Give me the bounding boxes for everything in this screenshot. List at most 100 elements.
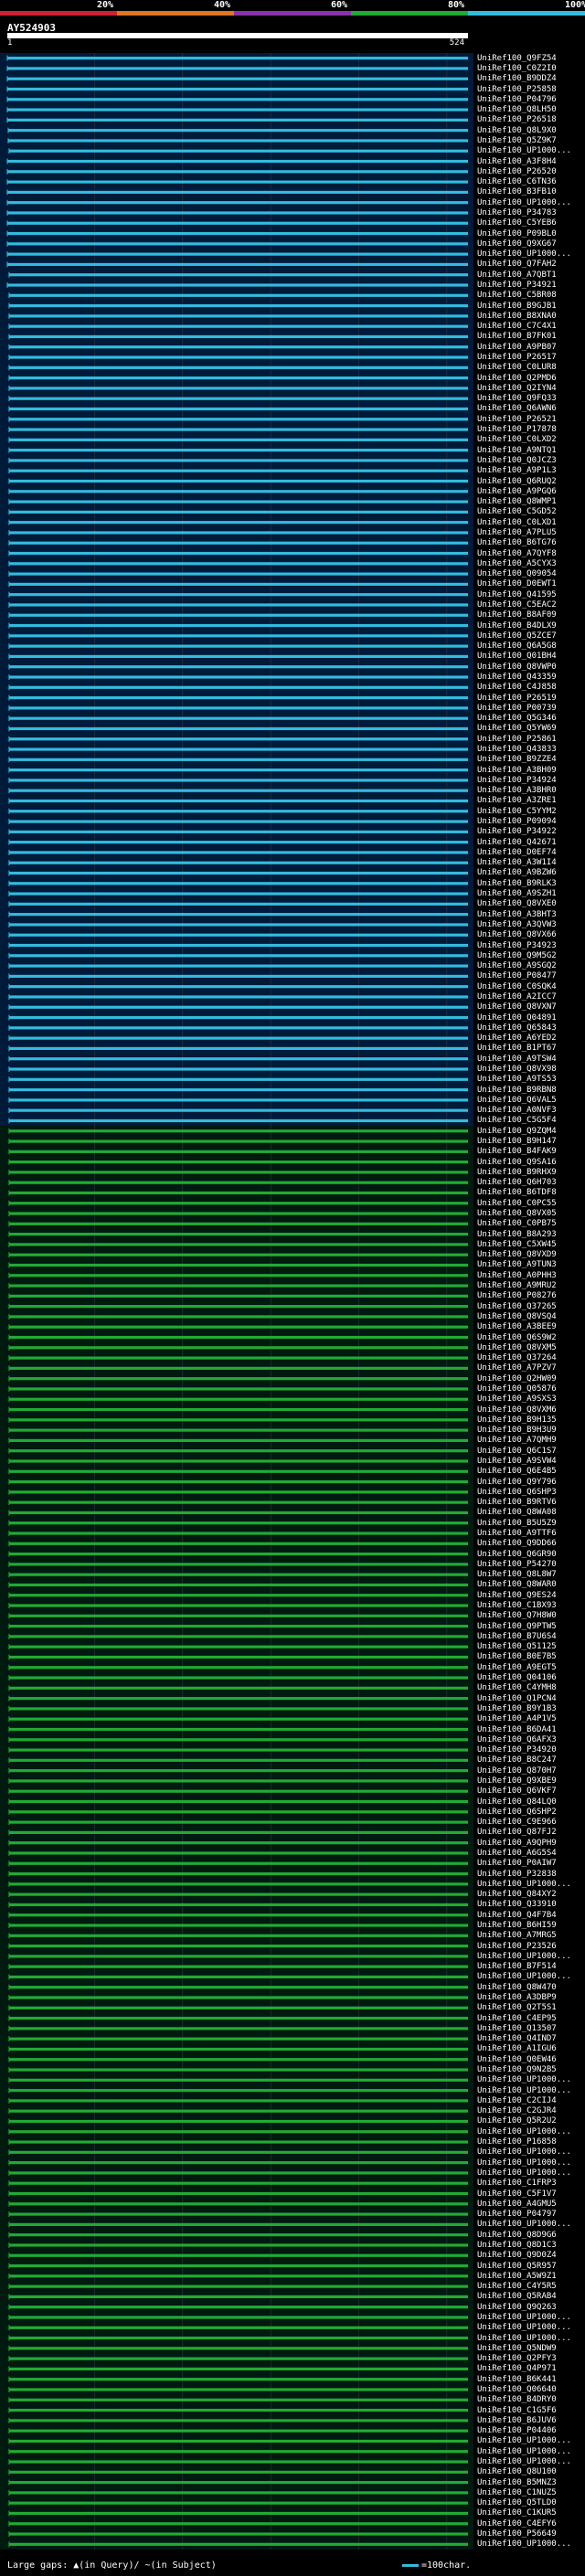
hit-label[interactable]: UniRef100_Q8VX05 — [477, 1209, 557, 1219]
hit-label[interactable]: UniRef100_A9SGQ2 — [477, 961, 557, 971]
hit-label[interactable]: UniRef100_Q6S9W2 — [477, 1332, 557, 1342]
hit-label[interactable]: UniRef100_P34920 — [477, 1745, 557, 1755]
hit-label[interactable]: UniRef100_Q6AFX3 — [477, 1734, 557, 1744]
hit-label[interactable]: UniRef100_C6TN36 — [477, 177, 557, 187]
hit-label[interactable]: UniRef100_Q9Y796 — [477, 1477, 557, 1487]
hit-label[interactable]: UniRef100_A9SVW4 — [477, 1456, 557, 1466]
hit-label[interactable]: UniRef100_Q6SHP2 — [477, 1807, 557, 1817]
hit-label[interactable]: UniRef100_UP1000... — [477, 249, 571, 260]
hit-label[interactable]: UniRef100_Q6GR90 — [477, 1549, 557, 1559]
hit-label[interactable]: UniRef100_B9RTV6 — [477, 1498, 557, 1508]
hit-label[interactable]: UniRef100_Q9ES24 — [477, 1590, 557, 1600]
hit-label[interactable]: UniRef100_Q2PMD6 — [477, 373, 557, 383]
hit-label[interactable]: UniRef100_UP1000... — [477, 2075, 571, 2085]
hit-label[interactable]: UniRef100_Q6VAL5 — [477, 1095, 557, 1105]
hit-label[interactable]: UniRef100_A9PGQ6 — [477, 486, 557, 496]
hit-label[interactable]: UniRef100_A0NVF3 — [477, 1106, 557, 1116]
hit-label[interactable]: UniRef100_B9RBN8 — [477, 1085, 557, 1095]
hit-label[interactable]: UniRef100_UP1000... — [477, 146, 571, 156]
hit-label[interactable]: UniRef100_P17878 — [477, 425, 557, 435]
hit-label[interactable]: UniRef100_B9DDZ4 — [477, 74, 557, 84]
hit-label[interactable]: UniRef100_B6K441 — [477, 2374, 557, 2384]
hit-label[interactable]: UniRef100_A9BZW6 — [477, 868, 557, 878]
hit-label[interactable]: UniRef100_B9H3U9 — [477, 1426, 557, 1436]
hit-label[interactable]: UniRef100_B9H147 — [477, 1137, 557, 1147]
hit-label[interactable]: UniRef100_Q870H7 — [477, 1765, 557, 1776]
hit-label[interactable]: UniRef100_A3DBP9 — [477, 1993, 557, 2003]
hit-label[interactable]: UniRef100_Q6H703 — [477, 1178, 557, 1188]
hit-label[interactable]: UniRef100_UP1000... — [477, 2539, 571, 2549]
hit-label[interactable]: UniRef100_C0SQK4 — [477, 981, 557, 991]
hit-label[interactable]: UniRef100_Q9N2B5 — [477, 2065, 557, 2075]
hit-label[interactable]: UniRef100_C5XW45 — [477, 1239, 557, 1249]
hit-label[interactable]: UniRef100_UP1000... — [477, 2126, 571, 2136]
hit-label[interactable]: UniRef100_A9TS53 — [477, 1075, 557, 1085]
hit-label[interactable]: UniRef100_Q8VWP0 — [477, 662, 557, 672]
hit-label[interactable]: UniRef100_A3BEE9 — [477, 1322, 557, 1332]
hit-label[interactable]: UniRef100_B3FB10 — [477, 187, 557, 197]
hit-label[interactable]: UniRef100_A3BH09 — [477, 765, 557, 775]
hit-label[interactable]: UniRef100_A5CYX3 — [477, 558, 557, 568]
hit-label[interactable]: UniRef100_Q37265 — [477, 1301, 557, 1311]
hit-label[interactable]: UniRef100_C5GD52 — [477, 507, 557, 517]
hit-label[interactable]: UniRef100_UP1000... — [477, 1951, 571, 1961]
hit-label[interactable]: UniRef100_A9TSW4 — [477, 1054, 557, 1064]
hit-label[interactable]: UniRef100_Q06640 — [477, 2385, 557, 2395]
hit-label[interactable]: UniRef100_Q2PFY3 — [477, 2354, 557, 2364]
hit-label[interactable]: UniRef100_A7PLU5 — [477, 527, 557, 537]
hit-label[interactable]: UniRef100_B9ZZE4 — [477, 755, 557, 765]
hit-label[interactable]: UniRef100_Q9XG67 — [477, 239, 557, 249]
hit-label[interactable]: UniRef100_C0LXD2 — [477, 435, 557, 445]
hit-label[interactable]: UniRef100_Q2HW09 — [477, 1373, 557, 1383]
hit-label[interactable]: UniRef100_B9H135 — [477, 1415, 557, 1425]
hit-label[interactable]: UniRef100_A7QYF8 — [477, 548, 557, 558]
hit-label[interactable]: UniRef100_Q33910 — [477, 1900, 557, 1910]
hit-label[interactable]: UniRef100_A2ICC7 — [477, 991, 557, 1002]
hit-label[interactable]: UniRef100_Q5YW69 — [477, 724, 557, 734]
hit-label[interactable]: UniRef100_UP1000... — [477, 197, 571, 207]
hit-label[interactable]: UniRef100_Q9M5G2 — [477, 950, 557, 960]
hit-label[interactable]: UniRef100_A5W9Z1 — [477, 2271, 557, 2281]
hit-label[interactable]: UniRef100_C4YMH8 — [477, 1683, 557, 1693]
hit-label[interactable]: UniRef100_C0PC55 — [477, 1198, 557, 1208]
hit-label[interactable]: UniRef100_Q5Z9K7 — [477, 135, 557, 145]
hit-label[interactable]: UniRef100_UP1000... — [477, 2157, 571, 2168]
hit-label[interactable]: UniRef100_P16858 — [477, 2137, 557, 2147]
hit-label[interactable]: UniRef100_Q04891 — [477, 1012, 557, 1023]
hit-label[interactable]: UniRef100_A9SXS3 — [477, 1394, 557, 1405]
hit-label[interactable]: UniRef100_Q8VXM6 — [477, 1405, 557, 1415]
hit-label[interactable]: UniRef100_Q6SHP3 — [477, 1487, 557, 1497]
hit-label[interactable]: UniRef100_A9NTQ1 — [477, 445, 557, 455]
hit-label[interactable]: UniRef100_Q01BH4 — [477, 652, 557, 662]
hit-label[interactable]: UniRef100_C5G5F4 — [477, 1116, 557, 1126]
hit-label[interactable]: UniRef100_UP1000... — [477, 2168, 571, 2178]
hit-label[interactable]: UniRef100_A9P1L3 — [477, 466, 557, 476]
hit-label[interactable]: UniRef100_Q9DD66 — [477, 1539, 557, 1549]
hit-label[interactable]: UniRef100_Q4IND7 — [477, 2034, 557, 2044]
hit-label[interactable]: UniRef100_A9EGT5 — [477, 1662, 557, 1672]
hit-label[interactable]: UniRef100_Q5NDW9 — [477, 2343, 557, 2353]
hit-label[interactable]: UniRef100_Q8VXE0 — [477, 899, 557, 909]
hit-label[interactable]: UniRef100_A4GMU5 — [477, 2199, 557, 2209]
hit-label[interactable]: UniRef100_Q5RAB4 — [477, 2292, 557, 2302]
hit-label[interactable]: UniRef100_C2CIJ4 — [477, 2095, 557, 2105]
hit-label[interactable]: UniRef100_Q43359 — [477, 673, 557, 682]
hit-label[interactable]: UniRef100_C4J858 — [477, 683, 557, 693]
hit-label[interactable]: UniRef100_B8C247 — [477, 1755, 557, 1765]
hit-label[interactable]: UniRef100_C7C4X1 — [477, 322, 557, 332]
hit-label[interactable]: UniRef100_P23526 — [477, 1941, 557, 1951]
hit-label[interactable]: UniRef100_B8A293 — [477, 1229, 557, 1239]
hit-label[interactable]: UniRef100_Q43833 — [477, 745, 557, 755]
hit-label[interactable]: UniRef100_B0E7B5 — [477, 1652, 557, 1662]
hit-label[interactable]: UniRef100_Q9FQ33 — [477, 394, 557, 404]
hit-label[interactable]: UniRef100_Q04106 — [477, 1673, 557, 1683]
hit-label[interactable]: UniRef100_C2GJR4 — [477, 2106, 557, 2116]
hit-label[interactable]: UniRef100_Q2IYN4 — [477, 383, 557, 393]
hit-label[interactable]: UniRef100_P34921 — [477, 281, 557, 290]
hit-label[interactable]: UniRef100_A9PB07 — [477, 342, 557, 352]
hit-label[interactable]: UniRef100_B6JUV6 — [477, 2415, 557, 2425]
hit-label[interactable]: UniRef100_P08276 — [477, 1291, 557, 1301]
hit-label[interactable]: UniRef100_UP1000... — [477, 2436, 571, 2446]
hit-label[interactable]: UniRef100_A9MRU2 — [477, 1281, 557, 1291]
hit-label[interactable]: UniRef100_Q7H8W0 — [477, 1611, 557, 1621]
